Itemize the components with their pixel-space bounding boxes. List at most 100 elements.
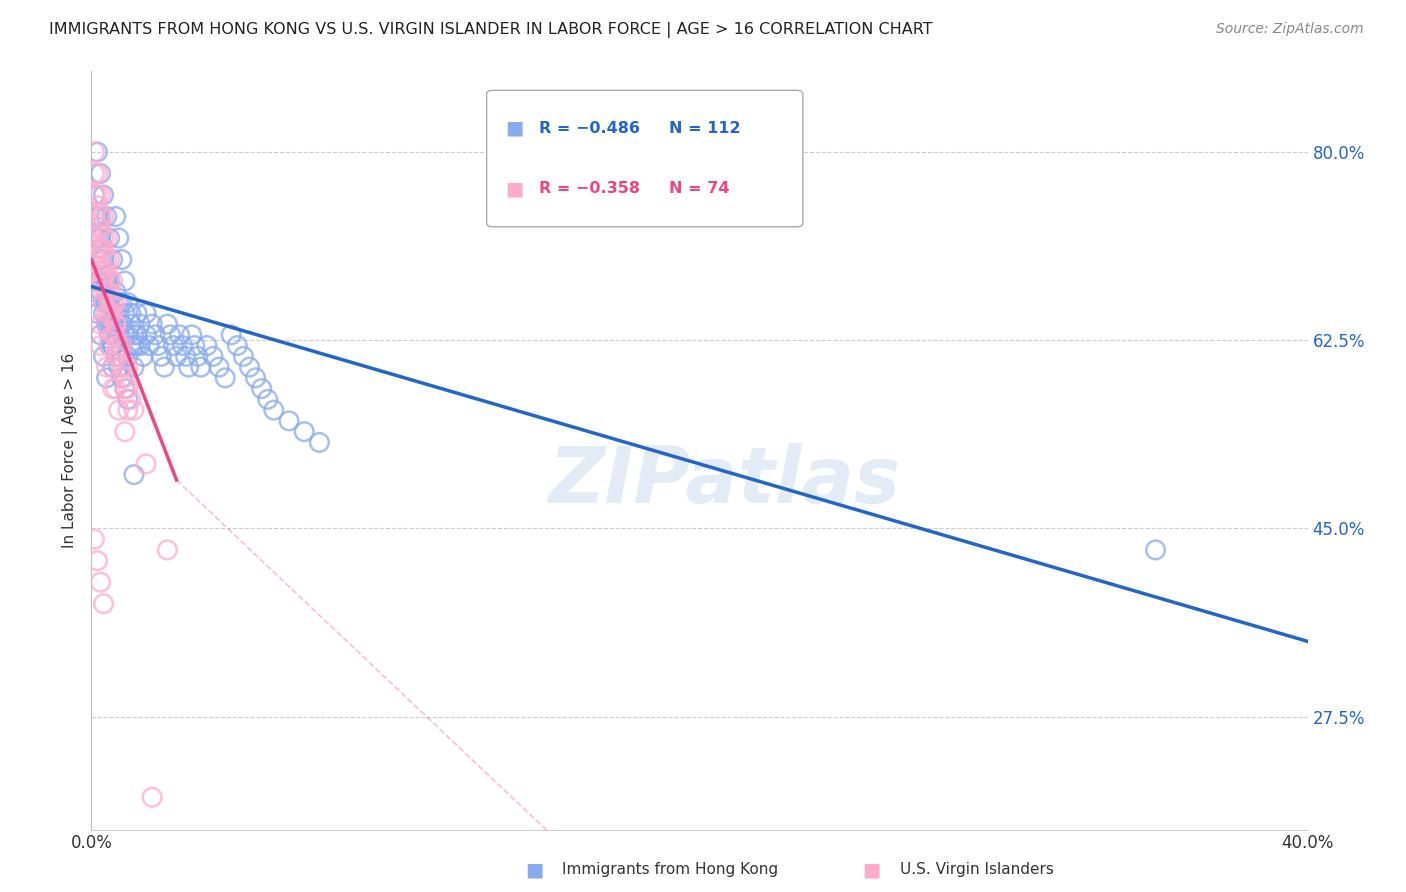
Point: [98, 306, 121, 320]
Point: [111, 295, 134, 310]
Point: [96, 252, 118, 267]
Point: [150, 350, 173, 364]
Point: [96, 263, 118, 277]
Point: [83, 188, 105, 202]
Point: [86, 210, 108, 224]
Point: [174, 350, 197, 364]
Point: [93, 295, 115, 310]
Point: [159, 327, 181, 342]
Point: [101, 338, 124, 352]
Text: ZIPatlas: ZIPatlas: [548, 442, 900, 519]
Point: [104, 317, 127, 331]
Point: [104, 317, 127, 331]
Point: [96, 295, 118, 310]
Point: [89, 317, 111, 331]
Point: [104, 306, 127, 320]
Point: [89, 231, 111, 245]
Point: [219, 327, 242, 342]
Point: [98, 231, 121, 245]
Point: [166, 350, 188, 364]
Point: [107, 295, 129, 310]
Point: [169, 327, 191, 342]
Point: [86, 145, 108, 159]
Point: [86, 220, 108, 235]
Point: [125, 306, 148, 320]
Point: [93, 231, 115, 245]
Point: [83, 145, 105, 159]
Point: [101, 317, 124, 331]
Point: [1144, 543, 1167, 558]
Point: [98, 327, 121, 342]
Point: [93, 597, 115, 611]
Point: [83, 231, 105, 245]
Point: [89, 327, 111, 342]
Point: [93, 295, 115, 310]
Point: [104, 285, 127, 299]
Point: [195, 338, 218, 352]
Point: [172, 338, 194, 352]
Point: [111, 360, 134, 375]
Text: U.S. Virgin Islanders: U.S. Virgin Islanders: [900, 863, 1053, 877]
Point: [125, 338, 148, 352]
Point: [101, 274, 124, 288]
Point: [104, 327, 127, 342]
Point: [89, 263, 111, 277]
Point: [153, 360, 176, 375]
Point: [111, 360, 134, 375]
Point: [89, 220, 111, 235]
Point: [93, 242, 115, 256]
Point: [245, 371, 267, 385]
Point: [120, 306, 142, 320]
Point: [104, 350, 127, 364]
Point: [96, 317, 118, 331]
Point: [117, 382, 139, 396]
Point: [141, 790, 163, 805]
Point: [117, 360, 139, 375]
Point: [111, 338, 134, 352]
Text: N = 74: N = 74: [669, 181, 730, 196]
Point: [292, 425, 315, 439]
Point: [120, 317, 142, 331]
Point: [83, 210, 105, 224]
Point: [96, 360, 118, 375]
Point: [107, 403, 129, 417]
Point: [250, 382, 273, 396]
Point: [101, 360, 124, 375]
Point: [111, 338, 134, 352]
Point: [278, 414, 301, 428]
Point: [180, 327, 202, 342]
Point: [98, 274, 121, 288]
Point: [101, 252, 124, 267]
Point: [86, 167, 108, 181]
Point: [120, 338, 142, 352]
Point: [111, 317, 134, 331]
Point: [96, 285, 118, 299]
Point: [107, 360, 129, 375]
Text: R = −0.486: R = −0.486: [538, 120, 640, 136]
Point: [117, 392, 139, 407]
Point: [98, 338, 121, 352]
Point: [202, 350, 225, 364]
Point: [135, 306, 157, 320]
Point: [122, 360, 145, 375]
Point: [86, 188, 108, 202]
Point: [101, 327, 124, 342]
Point: [135, 457, 157, 471]
Point: [89, 242, 111, 256]
Point: [104, 295, 127, 310]
Point: [93, 306, 115, 320]
Point: [96, 306, 118, 320]
Point: [107, 338, 129, 352]
Text: R = −0.358: R = −0.358: [538, 181, 640, 196]
Point: [89, 188, 111, 202]
Point: [86, 554, 108, 568]
Point: [86, 274, 108, 288]
Point: [86, 252, 108, 267]
Point: [104, 350, 127, 364]
Point: [184, 338, 207, 352]
Point: [263, 403, 285, 417]
Point: [114, 382, 136, 396]
Point: [96, 231, 118, 245]
Point: [232, 350, 254, 364]
Point: [93, 350, 115, 364]
